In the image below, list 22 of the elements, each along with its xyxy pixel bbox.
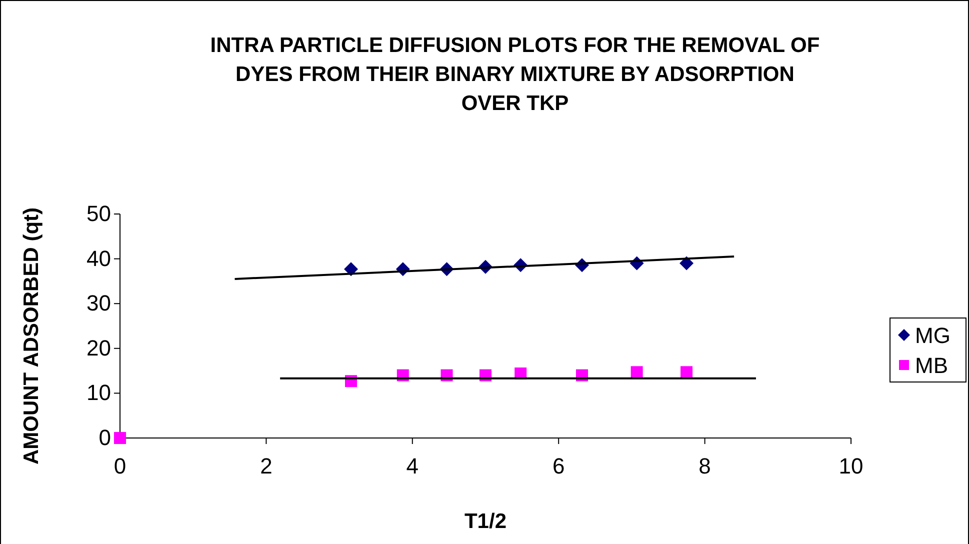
y-tick-label: 40 <box>86 246 111 271</box>
point <box>630 366 643 378</box>
y-tick-label: 10 <box>86 380 111 406</box>
legend-label: MG <box>915 323 950 348</box>
x-tick-label: 8 <box>698 453 711 478</box>
point <box>114 432 126 444</box>
x-tick-label: 10 <box>838 453 864 478</box>
x-axis-title: T1/2 <box>464 510 507 533</box>
point <box>680 366 693 378</box>
x-tick-label: 6 <box>552 453 565 478</box>
y-tick-label: 20 <box>86 335 111 360</box>
x-tick-label: 0 <box>114 453 126 478</box>
point <box>680 256 694 270</box>
y-tick-label: 50 <box>86 201 111 226</box>
y-tick-label: 30 <box>86 290 111 316</box>
x-tick-label: 4 <box>406 453 419 478</box>
x-tick-label: 2 <box>260 453 272 478</box>
legend-label: MB <box>915 353 948 378</box>
y-tick-label: 0 <box>98 425 111 450</box>
point <box>344 262 358 276</box>
chart-title: INTRA PARTICLE DIFFUSION PLOTS FOR THE REMOVAL OF DYES FROM THEIR BINARY MIXTURE BY ADSORPTION OVER TKP <box>210 34 820 115</box>
y-axis-title: AMOUNT ADSORBED (qt) <box>20 207 43 465</box>
